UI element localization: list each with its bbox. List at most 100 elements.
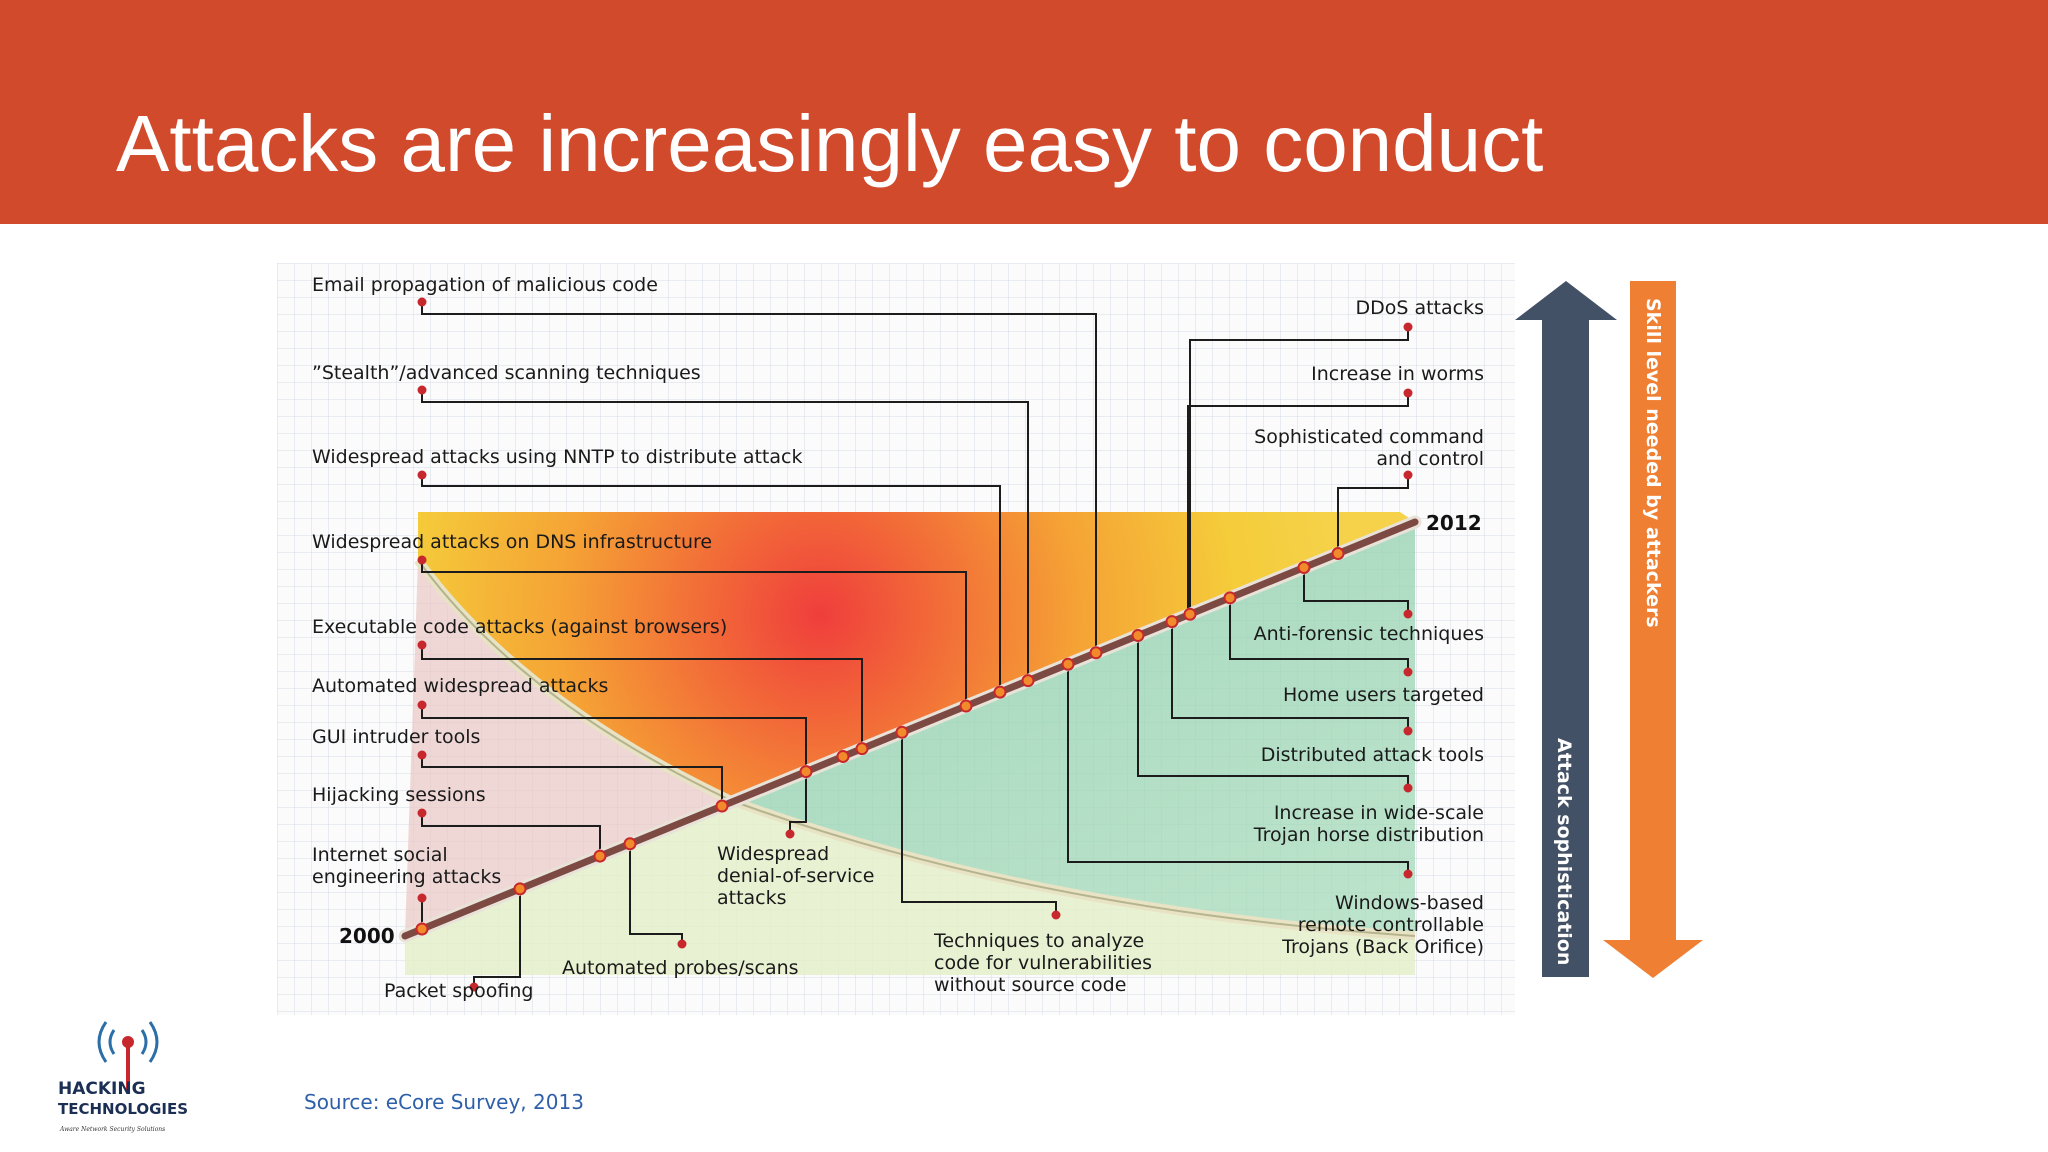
- stealth-label: ”Stealth”/advanced scanning techniques: [312, 362, 701, 384]
- exec-connector: [421, 645, 863, 750]
- hijack-connector: [421, 813, 601, 856]
- dos-connector: [789, 771, 807, 834]
- ddos-pin: [1403, 322, 1413, 332]
- timeline-marker-8: [895, 725, 909, 739]
- c2-label: Sophisticated command and control: [1254, 426, 1484, 470]
- nntp-label: Widespread attacks using NNTP to distrib…: [312, 446, 802, 468]
- page-title: Attacks are increasingly easy to conduct: [116, 99, 1544, 188]
- gui-connector: [421, 755, 723, 805]
- forensic-connector: [1303, 571, 1409, 614]
- probes-connector: [629, 842, 683, 944]
- dos-label: Widespread denial-of-service attacks: [717, 843, 874, 909]
- exec-pin: [417, 640, 427, 650]
- gui-pin: [417, 750, 427, 760]
- trojan-connector: [1137, 639, 1409, 788]
- logo-line2: TECHNOLOGIES: [58, 1100, 188, 1118]
- timeline-marker-18: [1297, 560, 1311, 574]
- trojan-label: Increase in wide-scale Trojan horse distr…: [1253, 802, 1484, 846]
- home-label: Home users targeted: [1283, 684, 1484, 706]
- title-banner: [0, 0, 2048, 224]
- pink-region: [405, 560, 730, 935]
- windows-pin: [1403, 869, 1413, 879]
- dist-pin: [1403, 726, 1413, 736]
- timeline-marker-6: [836, 749, 850, 763]
- auto-connector: [421, 705, 807, 771]
- spoof-pin: [469, 982, 479, 992]
- timeline-marker-7: [855, 742, 869, 756]
- exec-label: Executable code attacks (against browser…: [312, 616, 727, 638]
- timeline-marker-1: [513, 882, 527, 896]
- timeline-marker-4: [715, 799, 729, 813]
- timeline-line: [401, 518, 1419, 940]
- auto-label: Automated widespread attacks: [312, 675, 608, 697]
- timeline-marker-13: [1089, 646, 1103, 660]
- logo-line1: HACKING: [58, 1079, 146, 1099]
- nntp-pin: [417, 470, 427, 480]
- gui-label: GUI intruder tools: [312, 726, 480, 748]
- spoof-label: Packet spoofing: [384, 980, 533, 1002]
- hacking-technologies-logo: HACKING TECHNOLOGIES Aware Network Secur…: [58, 1021, 188, 1133]
- c2-connector: [1337, 475, 1409, 560]
- worms-connector: [1187, 393, 1409, 618]
- forensic-label: Anti-forensic techniques: [1254, 623, 1484, 645]
- hijack-label: Hijacking sessions: [312, 784, 486, 806]
- dos-pin: [785, 829, 795, 839]
- dist-label: Distributed attack tools: [1261, 744, 1484, 766]
- auto-pin: [417, 700, 427, 710]
- light-green-region: [405, 800, 1415, 975]
- timeline-marker-14: [1131, 629, 1145, 643]
- probes-label: Automated probes/scans: [562, 957, 799, 979]
- dist-connector: [1171, 625, 1409, 731]
- home-pin: [1403, 667, 1413, 677]
- probes-pin: [677, 939, 687, 949]
- stealth-connector: [421, 390, 1029, 682]
- email-pin: [417, 297, 427, 307]
- timeline-marker-9: [959, 699, 973, 713]
- connector-lines: [421, 302, 1409, 987]
- timeline-marker-17: [1223, 591, 1237, 605]
- techniques-label: Techniques to analyze code for vulnerabil…: [933, 930, 1152, 996]
- timeline-markers: [415, 547, 1345, 936]
- email-label: Email propagation of malicious code: [312, 274, 658, 296]
- dns-label: Widespread attacks on DNS infrastructure: [312, 531, 712, 553]
- timeline-marker-19: [1331, 547, 1345, 561]
- timeline-marker-10: [993, 685, 1007, 699]
- heat-region: [418, 512, 1415, 800]
- timeline-marker-0: [415, 922, 429, 936]
- year-end-label: 2012: [1426, 511, 1482, 535]
- dns-connector: [421, 560, 967, 706]
- skill-level-arrow: [1603, 281, 1703, 978]
- timeline-marker-16: [1183, 607, 1197, 621]
- windows-connector: [1067, 668, 1409, 874]
- timeline-marker-3: [623, 837, 637, 851]
- hijack-pin: [417, 808, 427, 818]
- ddos-connector: [1189, 327, 1409, 620]
- email-connector: [421, 302, 1097, 654]
- worms-pin: [1403, 388, 1413, 398]
- techniques-connector: [901, 734, 1057, 915]
- skill-level-label: Skill level needed by attackers: [1642, 298, 1664, 628]
- social-pin: [417, 893, 427, 903]
- year-start-label: 2000: [339, 924, 395, 948]
- trojan-pin: [1403, 783, 1413, 793]
- attack-sophistication-arrow: [1515, 281, 1617, 977]
- dns-pin: [417, 555, 427, 565]
- forensic-pin: [1403, 609, 1413, 619]
- antenna-icon: [97, 1021, 159, 1092]
- ddos-label: DDoS attacks: [1355, 297, 1484, 319]
- windows-label: Windows-based remote controllable Trojans …: [1281, 892, 1484, 958]
- timeline-marker-2: [593, 849, 607, 863]
- attack-sophistication-label: Attack sophistication: [1553, 738, 1575, 965]
- label-pins: [417, 297, 1413, 992]
- social-label: Internet social engineering attacks: [312, 844, 501, 888]
- logo-tagline: Aware Network Security Solutions: [59, 1126, 165, 1133]
- timeline-marker-11: [1021, 674, 1035, 688]
- diagram-labels: Email propagation of malicious code ”Stea…: [312, 274, 1484, 1002]
- source-citation: Source: eCore Survey, 2013: [304, 1090, 584, 1114]
- home-connector: [1229, 601, 1409, 672]
- c2-pin: [1403, 470, 1413, 480]
- spoof-connector: [473, 889, 521, 987]
- nntp-connector: [421, 475, 1001, 692]
- worms-label: Increase in worms: [1311, 363, 1484, 385]
